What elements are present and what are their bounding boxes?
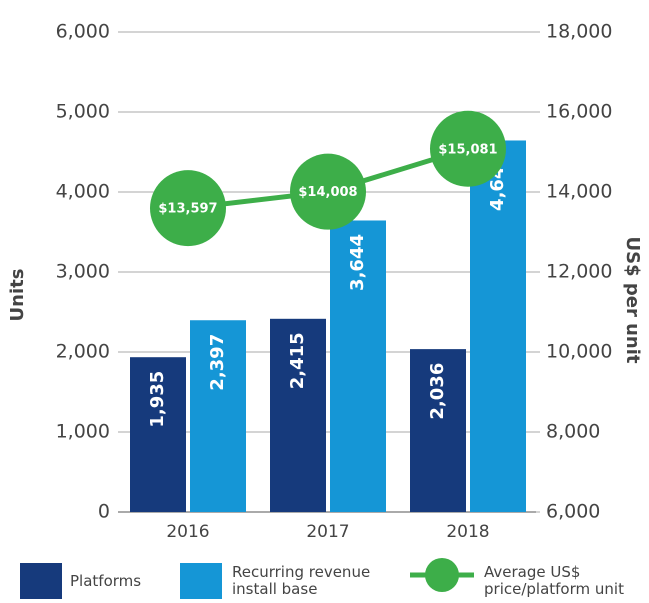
x-tick-label: 2018 — [446, 522, 489, 542]
y2-tick-label: 8,000 — [546, 421, 600, 443]
y2-tick-label: 14,000 — [546, 181, 612, 203]
y2-tick-label: 16,000 — [546, 101, 612, 123]
line-value-label: $13,597 — [158, 202, 217, 217]
y2-tick-label: 18,000 — [546, 21, 612, 43]
line-marker — [150, 170, 226, 247]
bar — [330, 220, 386, 513]
y-tick-label: 6,000 — [56, 21, 110, 43]
y2-tick-label: 12,000 — [546, 261, 612, 283]
y-tick-label: 2,000 — [56, 341, 110, 363]
y-axis-label: Units — [7, 269, 28, 322]
x-tick-label: 2016 — [166, 522, 209, 542]
legend-swatch — [410, 558, 474, 592]
y2-tick-label: 6,000 — [546, 501, 600, 523]
line-value-label: $15,081 — [438, 142, 497, 157]
x-tick-label: 2017 — [306, 522, 349, 542]
y-tick-label: 0 — [98, 501, 110, 523]
line-marker — [290, 153, 366, 230]
bar-value-label: 1,935 — [147, 371, 168, 428]
y-tick-label: 4,000 — [56, 181, 110, 203]
y-tick-label: 3,000 — [56, 261, 110, 283]
legend-label: Average US$ price/platform unit — [484, 563, 624, 598]
bar-value-label: 3,644 — [347, 234, 368, 291]
bar — [410, 349, 466, 512]
legend-swatch — [180, 563, 222, 599]
legend-marker — [425, 558, 459, 592]
bar — [130, 357, 186, 512]
y-tick-label: 1,000 — [56, 421, 110, 443]
bar-value-label: 2,397 — [207, 334, 228, 391]
y2-axis-label: US$ per unit — [622, 236, 643, 363]
line-marker — [430, 110, 506, 187]
line-value-label: $14,008 — [298, 185, 357, 200]
legend-line-icon — [410, 558, 474, 592]
y2-tick-label: 10,000 — [546, 341, 612, 363]
bar-value-label: 2,036 — [427, 363, 448, 420]
bar — [190, 320, 246, 512]
bar-value-label: 2,415 — [287, 332, 308, 389]
legend-label: Platforms — [70, 572, 142, 590]
legend-label: Recurring revenue install base — [232, 563, 371, 598]
chart: Units US$ per unit 0 1,000 2,000 3,000 4,000… — [7, 21, 643, 543]
y-tick-label: 5,000 — [56, 101, 110, 123]
bar — [470, 140, 526, 513]
bar — [270, 318, 326, 512]
legend-swatch — [20, 563, 62, 599]
